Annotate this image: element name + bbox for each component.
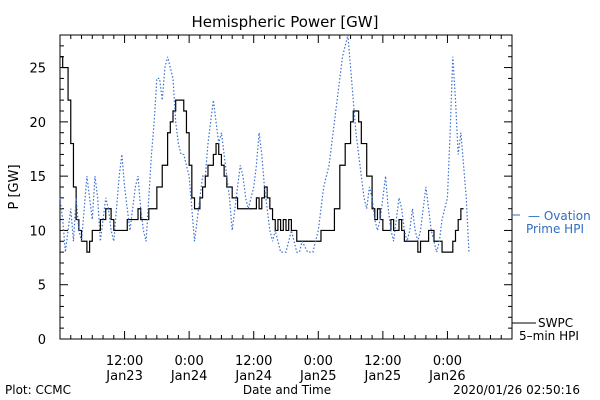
x-tick-label-time: 12:00 xyxy=(106,354,143,369)
x-tick-label-time: 0:00 xyxy=(433,354,462,369)
x-tick-label-date: Jan26 xyxy=(428,369,466,384)
x-axis-label: Date and Time xyxy=(243,383,331,397)
series-layer xyxy=(59,34,470,253)
x-tick-label-date: Jan25 xyxy=(364,369,402,384)
x-tick-label-date: Jan24 xyxy=(170,369,208,384)
y-tick-label: 20 xyxy=(29,116,46,131)
legend-ovation-label-1: — Ovation xyxy=(528,209,591,223)
footer-timestamp: 2020/01/26 02:50:16 xyxy=(453,383,580,397)
legend-swpc-label-2: 5–min HPI xyxy=(519,329,579,343)
y-tick-label: 10 xyxy=(29,224,46,239)
y-tick-label: 25 xyxy=(29,62,46,77)
x-tick-label-date: Jan24 xyxy=(234,369,272,384)
footer-plot-credit: Plot: CCMC xyxy=(5,383,71,397)
y-axis-ticks: 0 5 10 15 20 25 xyxy=(29,34,512,348)
x-tick-label-time: 12:00 xyxy=(235,354,272,369)
chart-title: Hemispheric Power [GW] xyxy=(192,13,379,31)
x-tick-label-time: 0:00 xyxy=(304,354,333,369)
legend-ovation-label-2: Prime HPI xyxy=(526,222,584,236)
y-axis-label: P [GW] xyxy=(7,164,22,209)
x-tick-label-time: 0:00 xyxy=(175,354,204,369)
y-tick-label: 15 xyxy=(29,170,46,185)
plot-frame xyxy=(59,34,513,340)
x-tick-label-time: 12:00 xyxy=(364,354,401,369)
y-tick-label: 0 xyxy=(38,333,46,348)
legend-swpc-label-1: SWPC xyxy=(538,316,573,330)
series-ovation-line xyxy=(59,34,470,253)
x-tick-label-date: Jan25 xyxy=(299,369,337,384)
series-swpc-line xyxy=(60,56,464,253)
x-tick-label-date: Jan23 xyxy=(105,369,143,384)
x-axis-ticks: 12:00Jan230:00Jan2412:00Jan240:00Jan2512… xyxy=(59,35,513,384)
y-tick-label: 5 xyxy=(38,279,46,294)
